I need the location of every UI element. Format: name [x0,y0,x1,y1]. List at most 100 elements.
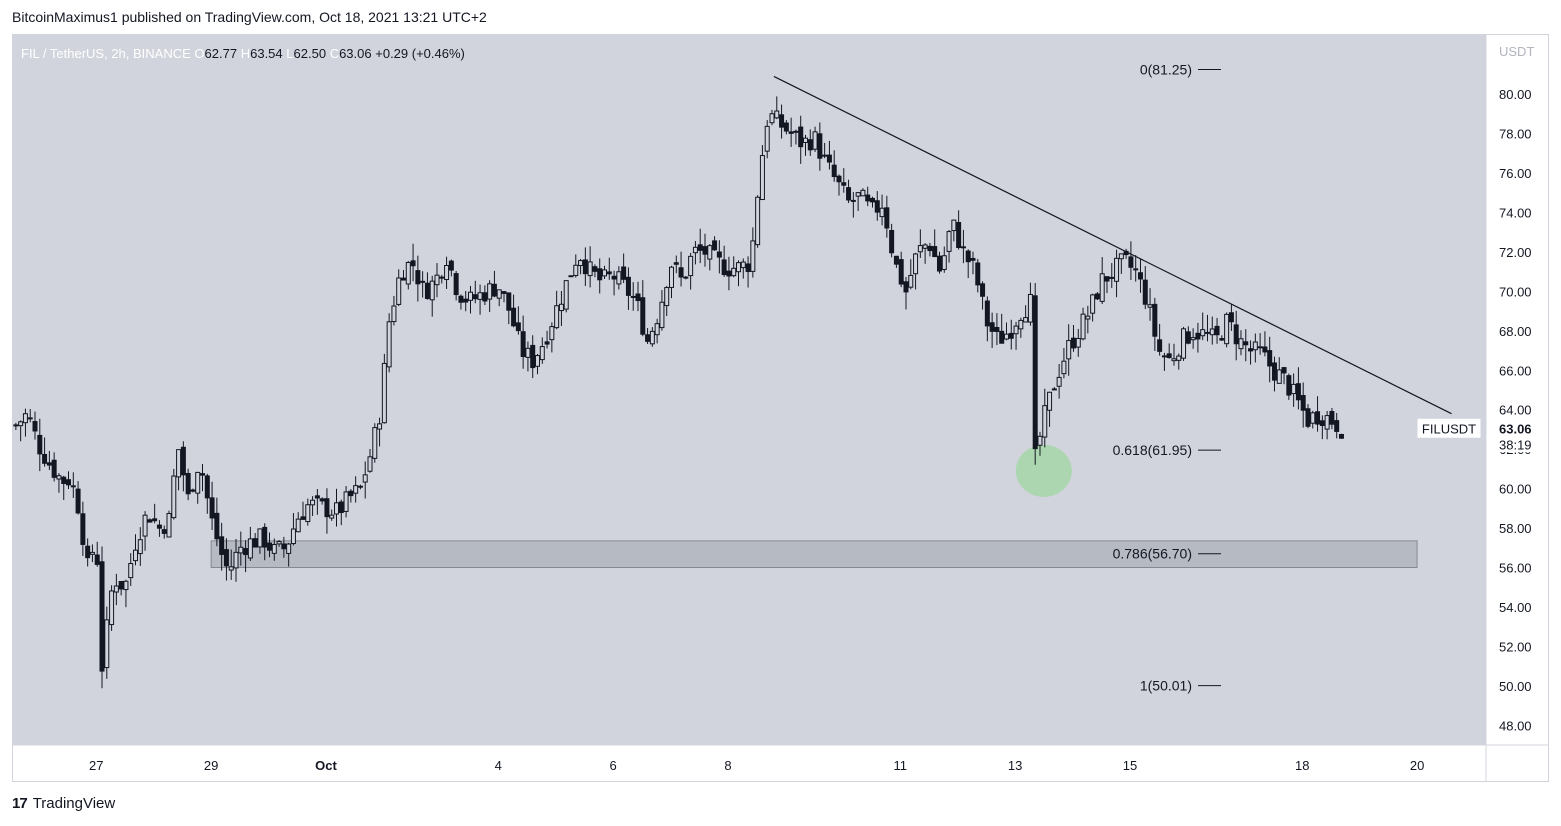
candle-body [128,563,134,579]
candle-body [1224,313,1230,345]
candle-body [1267,350,1273,367]
candle-body [654,323,660,336]
tradingview-logo-icon: 17 [12,795,28,812]
candle-body [592,266,598,272]
candle-body [668,266,674,288]
candle [836,174,842,196]
candle-body [889,229,895,254]
candle [180,441,186,492]
candle [965,249,971,279]
candle [506,292,512,325]
candle [712,236,718,251]
candle-body [1286,375,1292,396]
candle-body [487,283,493,300]
candle-body [726,270,732,277]
candle [678,251,684,287]
candle [142,511,148,551]
candle-body [491,283,497,297]
candle-body [214,512,220,540]
candle [1305,404,1311,429]
candle-body [1094,293,1100,300]
candle-body [817,133,823,159]
candle [597,258,603,294]
candle [1190,328,1196,349]
candle [415,255,421,302]
candle-body [233,551,239,569]
candle-body [879,207,885,218]
candle-body [334,502,340,515]
candle [1075,328,1081,357]
candle [458,294,464,310]
ohlc-legend: FIL / TetherUS, 2h, BINANCE O62.77 H63.5… [21,46,465,61]
candle [697,228,703,264]
candle [348,489,354,503]
candle-body [1257,346,1263,349]
candle-body [501,291,507,294]
candle [554,290,560,330]
candle-body [903,281,909,293]
candle-body [329,514,335,519]
candle [1070,324,1076,352]
candle [357,484,363,490]
currency-label: USDT [1499,44,1534,59]
candle [1281,366,1287,385]
y-tick-label: 74.00 [1499,206,1532,221]
candle [42,437,48,467]
candle [195,471,201,504]
candle-body [247,538,253,559]
candle [989,312,995,348]
candle [381,353,387,424]
y-tick-label: 52.00 [1499,639,1532,654]
candle-body [70,485,76,488]
candle-body [353,485,359,494]
candle [204,473,210,514]
candle-body [219,536,225,555]
candle-body [846,187,852,201]
candle-body [1276,369,1282,384]
candle-body [1295,383,1301,401]
plot-area [13,35,1486,745]
candle [61,475,67,500]
candle-body [1315,411,1321,425]
candle [1271,356,1277,392]
candle-body [745,263,751,273]
candle [544,330,550,349]
candle-body [424,282,430,300]
candle-body [420,280,426,283]
candle [1032,283,1038,465]
candle [1310,410,1316,429]
candle [80,501,86,556]
candle-body [1142,279,1148,305]
price-chart[interactable]: 0(81.25) 0.618(61.95) 0.786(56.70) 1(50.01)… [12,34,1549,782]
candle-body [606,271,612,275]
candle-body [1281,367,1287,374]
candle-body [1319,420,1325,426]
candle-body [152,518,158,522]
candle [855,192,861,211]
tradingview-footer-logo[interactable]: 17 TradingView [12,795,115,812]
y-tick-label: 70.00 [1499,284,1532,299]
candle-body [56,475,62,480]
candle [367,448,373,473]
y-tick-label: 50.00 [1499,679,1532,694]
candle-body [793,130,799,133]
candle [372,423,378,463]
candle [798,115,804,164]
candle-body [357,485,363,488]
candle [1267,336,1273,383]
candle [1338,433,1344,439]
candle [1099,257,1105,305]
candle [721,245,727,277]
candle-body [238,546,244,554]
candle [601,265,607,280]
candle [487,280,493,313]
candle-body [85,545,91,559]
candle-body [362,474,368,483]
candle-body [267,542,273,551]
candle-body [1209,328,1215,336]
candle [233,539,239,582]
candle-body [195,471,201,494]
candle [171,468,177,520]
candle [1061,347,1067,379]
candle [788,117,794,147]
